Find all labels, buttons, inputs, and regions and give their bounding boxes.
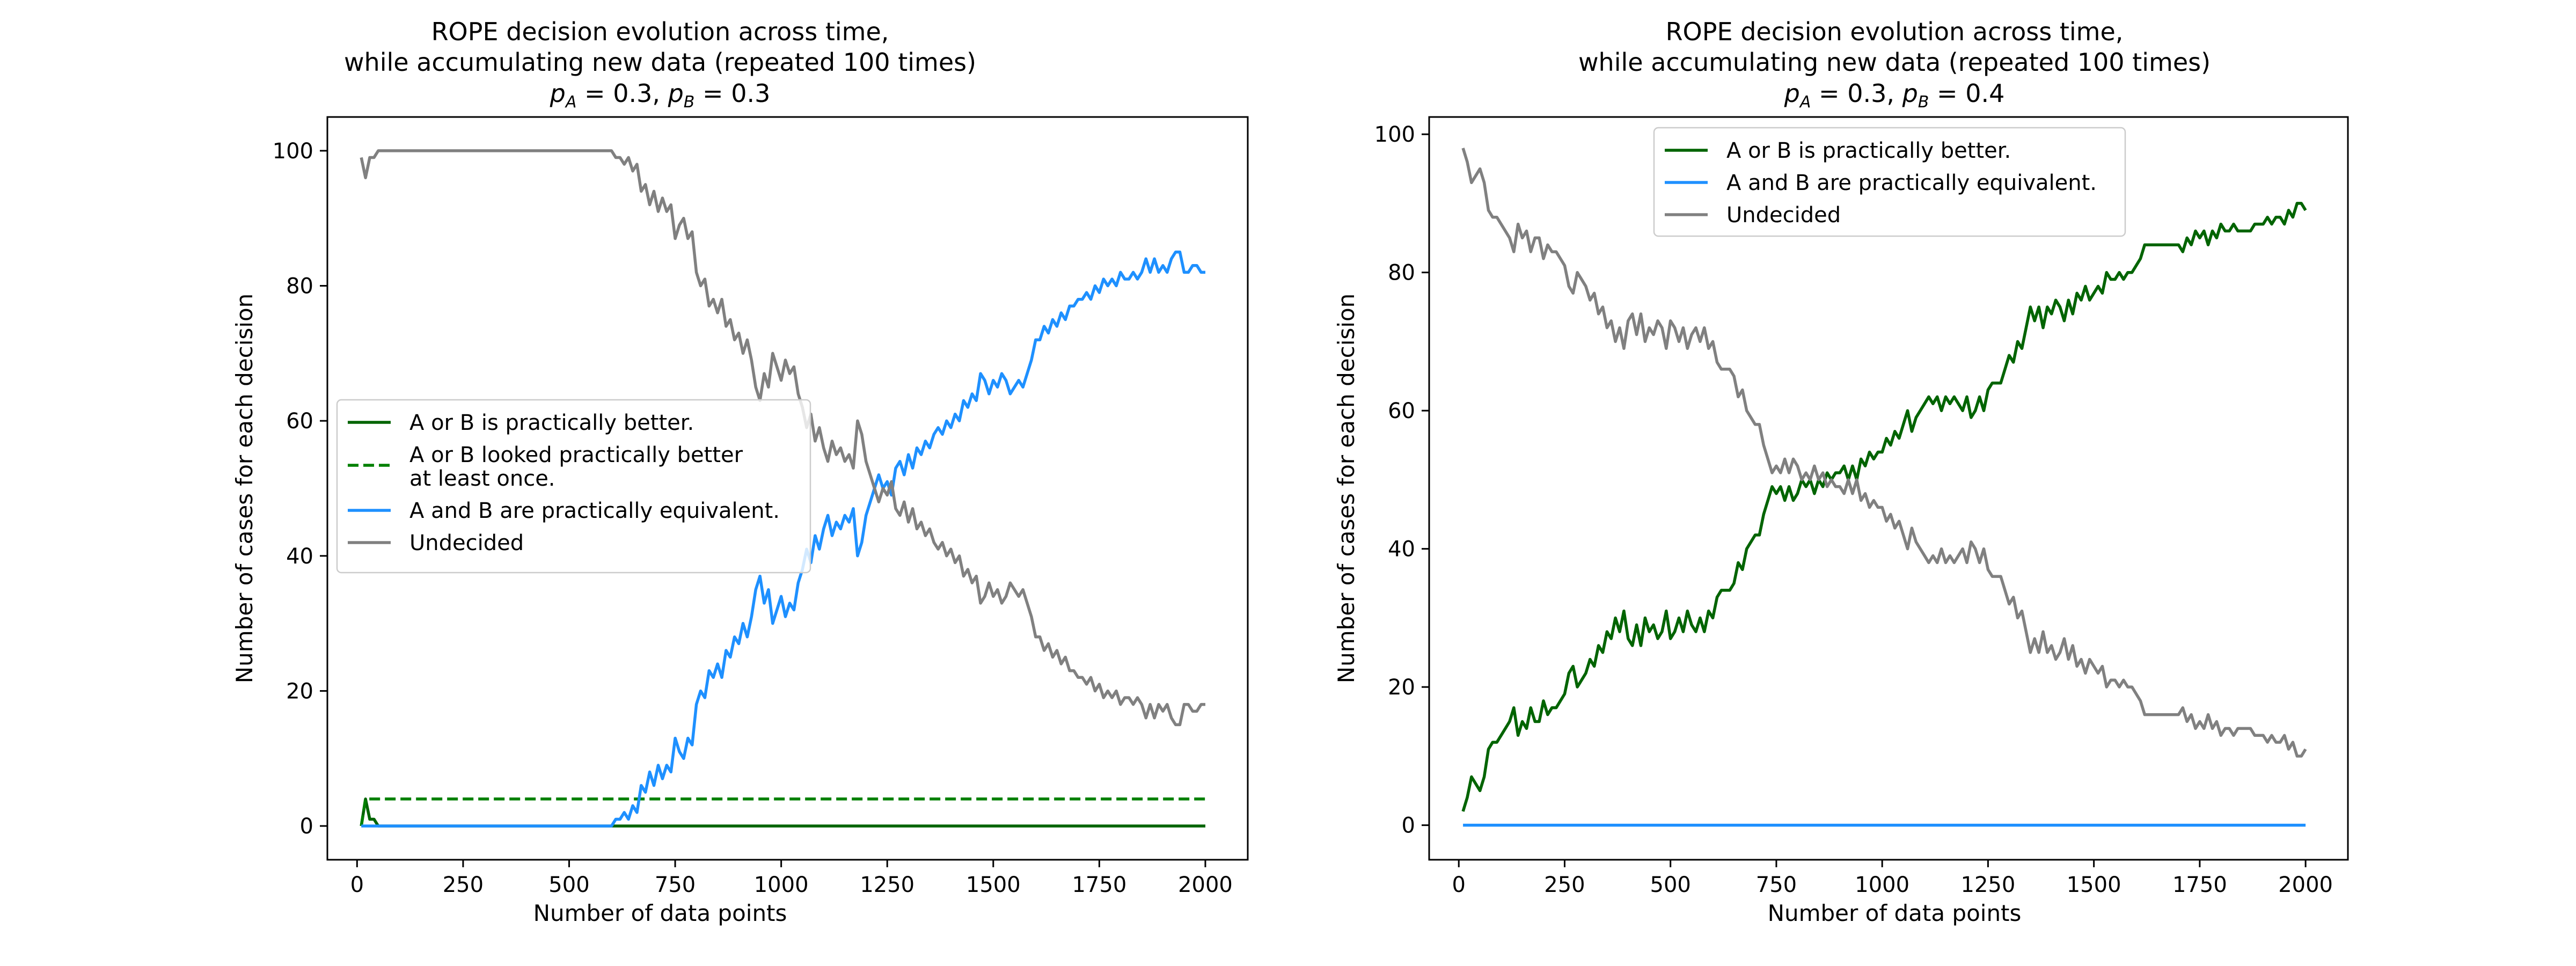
series-line-a-and-b-are-practically-equivalent (361, 250, 1205, 828)
y-axis-label: Number of cases for each decision (1333, 294, 1359, 684)
y-tick-label: 20 (286, 679, 313, 704)
chart-panel-left: ROPE decision evolution across time, whi… (231, 17, 1249, 926)
series-line-a-or-b-looked-practically-better-at-least-once (360, 797, 1205, 826)
chart-title-params: pA = 0.3, pB = 0.4 (1784, 79, 2005, 112)
x-tick-label: 250 (443, 873, 484, 897)
x-tick-label: 1250 (860, 873, 914, 897)
x-tick-label: 500 (1650, 873, 1691, 897)
chart-title-main: ROPE decision evolution across time, (1666, 17, 2124, 46)
chart-svg-right: ROPE decision evolution across time, whi… (1333, 17, 2349, 926)
x-tick-label: 1500 (966, 873, 1021, 897)
legend: A or B is practically better. A and B are… (1653, 127, 2126, 237)
x-axis-label: Number of data points (1768, 900, 2022, 926)
legend-box (336, 399, 811, 574)
chart-title-sub: while accumulating new data (repeated 10… (1578, 48, 2211, 77)
y-tick-label: 0 (300, 814, 313, 839)
plot-area: 0 250 500 750 1000 1250 1500 1750 2000 0 20 40 60 80 1… (273, 116, 1249, 897)
axes-frame (326, 116, 1249, 861)
chart-title-params: pA = 0.3, pB = 0.3 (550, 79, 771, 112)
legend-box (1653, 127, 2126, 237)
x-tick-label: 2000 (2278, 873, 2333, 897)
y-tick-label: 100 (273, 139, 313, 164)
series-line-undecided (360, 149, 1205, 727)
y-tick-label: 0 (1402, 814, 1415, 838)
chart-panel-right: ROPE decision evolution across time, whi… (1288, 0, 2576, 966)
x-tick-label: 500 (548, 873, 589, 897)
x-tick-label: 1750 (2172, 873, 2227, 897)
param-pA: 0.3 (1847, 79, 1886, 108)
legend-label-undecided: Undecided (409, 531, 524, 555)
param-pB: 0.3 (731, 79, 770, 108)
x-tick-label: 1000 (1855, 873, 1909, 897)
legend-label-undecided: Undecided (1726, 203, 1841, 228)
x-tick-label: 750 (655, 873, 696, 897)
param-pA: 0.3 (613, 79, 652, 108)
x-tick-label: 250 (1544, 873, 1585, 897)
series-line-undecided (1461, 148, 2307, 758)
chart-svg-left: ROPE decision evolution across time, whi… (231, 17, 1249, 926)
y-axis-label: Number of cases for each decision (231, 294, 258, 684)
x-tick-label: 1000 (754, 873, 809, 897)
y-tick-label: 100 (1374, 122, 1415, 147)
series-line-a-or-b-is-practically-better (1461, 202, 2307, 812)
y-tick-label: 80 (286, 274, 313, 299)
series-line-a-or-b-is-practically-better (360, 797, 1205, 828)
y-tick-label: 20 (1388, 675, 1415, 700)
y-tick-label: 80 (1388, 261, 1415, 286)
plot-area: 0 250 500 750 1000 1250 1500 1750 2000 0 20 40 60 80 1… (1374, 116, 2349, 897)
x-tick-label: 1500 (2067, 873, 2121, 897)
x-tick-label: 1750 (1072, 873, 1126, 897)
x-axis-label: Number of data points (533, 900, 787, 926)
axes-frame (1428, 116, 2349, 861)
legend-label-a-and-b-are-practically-equivalent: A and B are practically equivalent. (409, 499, 780, 523)
param-pB: 0.4 (1965, 79, 2004, 108)
y-tick-label: 60 (1388, 399, 1415, 423)
legend-label-a-and-b-are-practically-equivalent: A and B are practically equivalent. (1726, 171, 2097, 195)
y-tick-label: 40 (286, 544, 313, 569)
legend-label-a-or-b-is-practically-better: A or B is practically better. (1726, 138, 2011, 163)
x-tick-label: 750 (1756, 873, 1797, 897)
legend-label-a-or-b-looked-practically-better-at-least-once: A or B looked practically better at least… (409, 443, 743, 491)
x-tick-label: 2000 (1178, 873, 1233, 897)
legend-label-a-or-b-is-practically-better: A or B is practically better. (409, 411, 694, 435)
series-group (360, 149, 1205, 828)
x-tick-label: 1250 (1961, 873, 2016, 897)
y-tick-label: 40 (1388, 537, 1415, 562)
legend: A or B is practically better. A or B look… (336, 399, 811, 574)
y-tick-label: 60 (286, 409, 313, 434)
x-tick-label: 0 (350, 873, 364, 897)
x-tick-label: 0 (1452, 873, 1465, 897)
chart-title-main: ROPE decision evolution across time, (431, 17, 889, 46)
series-group (1461, 148, 2307, 827)
chart-title-sub: while accumulating new data (repeated 10… (344, 48, 976, 77)
